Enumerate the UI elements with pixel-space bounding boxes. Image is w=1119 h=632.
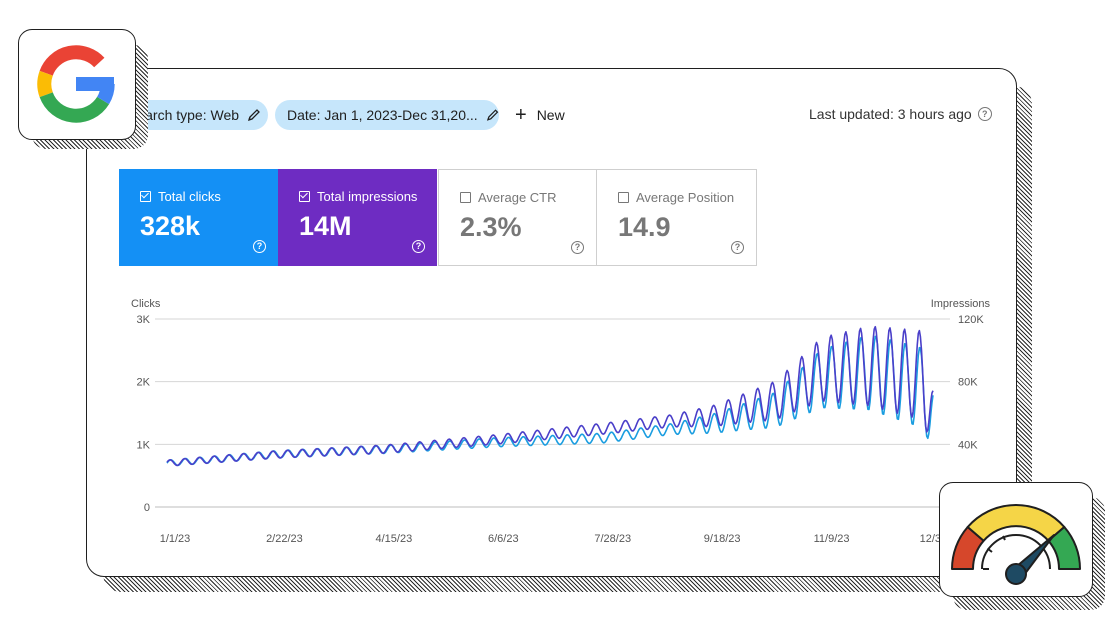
y-left-axis-title: Clicks — [131, 298, 161, 310]
new-filter-button[interactable]: + New — [515, 104, 565, 126]
checkbox-checked-icon[interactable] — [140, 191, 151, 202]
speed-gauge-badge — [939, 482, 1093, 597]
y-left-tick-label: 1K — [137, 439, 151, 451]
y-right-tick-label: 40K — [958, 439, 978, 451]
search-console-performance-card — [86, 68, 1017, 577]
checkbox-unchecked-icon[interactable] — [460, 192, 471, 203]
x-tick-label: 1/1/23 — [160, 533, 191, 545]
metric-value: 2.3% — [460, 212, 522, 242]
metric-label-text: Average CTR — [478, 190, 557, 205]
new-filter-label: New — [536, 107, 565, 123]
x-tick-label: 6/6/23 — [488, 533, 519, 545]
y-left-tick-label: 2K — [137, 377, 151, 389]
y-left-tick-label: 3K — [137, 314, 151, 326]
metric-label: Total clicks — [140, 189, 221, 204]
x-tick-label: 4/15/23 — [376, 533, 413, 545]
metric-average-position[interactable]: Average Position 14.9 ? — [597, 169, 757, 266]
speedometer-gauge-icon — [951, 504, 1081, 585]
checkbox-unchecked-icon[interactable] — [618, 192, 629, 203]
last-updated-status: Last updated: 3 hours ago ? — [809, 106, 992, 122]
metric-label-text: Average Position — [636, 190, 735, 205]
y-left-tick-label: 0 — [144, 502, 150, 514]
help-icon[interactable]: ? — [571, 241, 584, 254]
x-tick-label: 9/18/23 — [704, 533, 741, 545]
help-icon[interactable]: ? — [412, 240, 425, 253]
y-right-tick-label: 80K — [958, 377, 978, 389]
help-icon[interactable]: ? — [253, 240, 266, 253]
date-range-filter-chip[interactable]: Date: Jan 1, 2023-Dec 31,20... — [275, 100, 499, 130]
y-right-axis-title: Impressions — [931, 298, 991, 310]
x-tick-label: 11/9/23 — [814, 533, 850, 545]
google-g-logo-icon — [37, 45, 115, 123]
metric-average-ctr[interactable]: Average CTR 2.3% ? — [438, 169, 597, 266]
metric-total-impressions[interactable]: Total impressions 14M ? — [278, 169, 437, 266]
last-updated-text: Last updated: 3 hours ago — [809, 106, 972, 122]
metric-label-text: Total clicks — [158, 189, 221, 204]
metric-label-text: Total impressions — [317, 189, 418, 204]
edit-pencil-icon — [248, 109, 260, 122]
plus-icon: + — [515, 104, 527, 126]
date-range-label: Date: Jan 1, 2023-Dec 31,20... — [287, 107, 478, 123]
search-type-label: Search type: Web — [128, 107, 240, 123]
x-tick-label: 2/22/23 — [266, 533, 303, 545]
google-logo-badge — [18, 29, 136, 140]
metric-value: 14.9 — [618, 212, 671, 242]
metric-label: Average CTR — [460, 190, 557, 205]
help-icon[interactable]: ? — [731, 241, 744, 254]
checkbox-checked-icon[interactable] — [299, 191, 310, 202]
y-right-tick-label: 120K — [958, 314, 984, 326]
edit-pencil-icon — [486, 109, 498, 121]
metric-label: Total impressions — [299, 189, 417, 204]
metric-value: 14M — [299, 211, 352, 241]
help-icon[interactable]: ? — [977, 107, 992, 121]
metric-value: 328k — [140, 211, 201, 241]
x-tick-label: 7/28/23 — [594, 533, 631, 545]
metric-label: Average Position — [618, 190, 734, 205]
series-line-impressions — [166, 325, 934, 467]
metric-total-clicks[interactable]: Total clicks 328k ? — [119, 169, 278, 266]
